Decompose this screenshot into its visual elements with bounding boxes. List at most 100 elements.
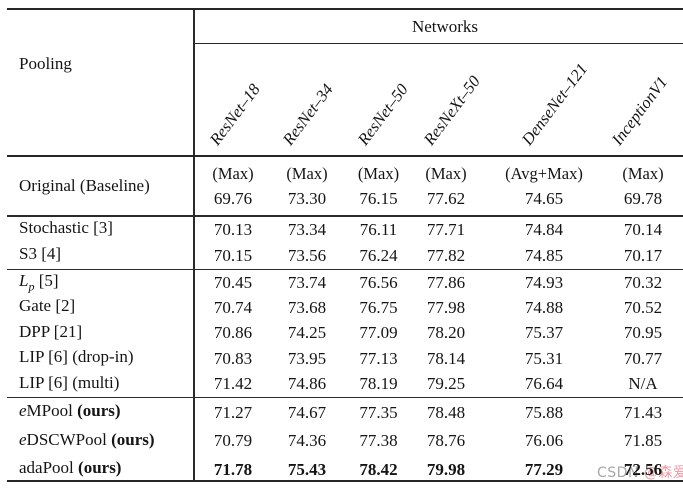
section-rule [7,396,683,399]
cell: 70.86 [213,323,253,343]
cell: 78.19 [359,374,398,394]
cell: (Max) 77.62 [425,163,467,208]
cell: 77.29 [524,459,564,479]
cell: (Max) 69.76 [212,163,254,208]
csdn-watermark: CSDN @森爱。 [597,462,683,482]
table-body: Original (Baseline) (Max) 69.76 (Max) 73.3… [7,155,683,484]
cell: 76.06 [524,431,564,451]
cell: N/A [628,374,658,394]
cell: 73.95 [287,348,327,368]
table-row-baseline: Original (Baseline) (Max) 69.76 (Max) 73.3… [7,157,683,215]
cell: 76.56 [359,272,398,292]
cell: 74.25 [287,323,327,343]
cell: 70.79 [213,431,253,451]
cell: 71.27 [213,402,253,422]
table-row: Stochastic [3] 70.13 73.34 76.11 77.71 7… [7,217,683,243]
row-label: LIP [6] (multi) [19,372,120,392]
column-divider [193,10,195,480]
cell: 77.35 [359,402,398,422]
cell: (Max) 76.15 [357,163,400,208]
cell: 70.32 [623,272,663,292]
cell: 71.85 [623,431,663,451]
cell: 77.98 [426,298,466,318]
cell: 74.67 [287,402,327,422]
cell: 70.77 [623,348,663,368]
cell: 70.95 [623,323,663,343]
cell: 70.17 [623,245,663,265]
cell: 72.56 [623,459,663,479]
cell: 78.14 [426,348,466,368]
cell: 74.86 [287,374,327,394]
cell: 74.93 [524,272,564,292]
column-header-inceptionv1: InceptionV1 [607,72,672,149]
table-row-adapool: adaPool (ours) 71.78 75.43 78.42 79.98 7… [7,456,683,485]
watermark-prefix: CSDN [597,465,644,481]
table-row: eDSCWPool (ours) 70.79 74.36 77.38 78.76… [7,427,683,456]
cell: (Avg+Max) 74.65 [505,163,583,208]
table-row: Lp [5] 70.45 73.74 76.56 77.86 74.93 70.… [7,270,683,295]
row-label: Gate [2] [19,296,76,316]
row-header-pooling: Pooling [19,54,72,73]
table-row: DPP [21] 70.86 74.25 77.09 78.20 75.37 7… [7,321,683,346]
column-header-densenet121: DenseNet–121 [517,59,592,149]
cell: 76.11 [359,219,398,239]
cell: 70.14 [623,219,663,239]
cell: 71.42 [213,374,253,394]
cell: 75.37 [524,323,564,343]
cell: 77.86 [426,272,466,292]
cell: 76.64 [524,374,564,394]
cell: 73.68 [287,298,327,318]
table-row: LIP [6] (drop-in) 70.83 73.95 77.13 78.1… [7,346,683,371]
cell: 75.43 [287,459,327,479]
cell: (Max) 69.78 [622,163,664,208]
row-label: eDSCWPool (ours) [19,429,155,449]
cell: 76.24 [359,245,398,265]
cell: 77.71 [426,219,466,239]
cell: 70.45 [213,272,253,292]
cell: 73.34 [287,219,327,239]
cell: 70.15 [213,245,253,265]
row-label: Stochastic [3] [19,217,113,237]
cell: 77.38 [359,431,398,451]
row-label: DPP [21] [19,321,83,341]
cell: (Max) 73.30 [286,163,328,208]
cell: 79.25 [426,374,466,394]
group-header-networks: Networks [193,10,683,44]
row-label: adaPool (ours) [19,458,122,478]
cell: 78.48 [426,402,466,422]
results-table: Networks Pooling ResNet–18 ResNet–34 Res… [7,8,683,482]
cell: 77.13 [359,348,398,368]
cell: 77.82 [426,245,466,265]
cell: 75.31 [524,348,564,368]
column-header-resnet18: ResNet–18 [205,80,264,149]
table-row: Gate [2] 70.74 73.68 76.75 77.98 74.88 7… [7,295,683,320]
cell: 70.13 [213,219,253,239]
cell: 74.88 [524,298,564,318]
row-label: S3 [4] [19,243,62,263]
cell: 78.20 [426,323,466,343]
cell: 78.76 [426,431,466,451]
row-label: Original (Baseline) [19,176,150,195]
column-header-resnext50: ResNeXt–50 [419,72,484,149]
cell: 78.42 [359,459,398,479]
table-row: eMPool (ours) 71.27 74.67 77.35 78.48 75… [7,398,683,427]
row-label: eMPool (ours) [19,401,121,421]
cell: 76.75 [359,298,398,318]
table-row: LIP [6] (multi) 71.42 74.86 78.19 79.25 … [7,372,683,397]
cell: 70.52 [623,298,663,318]
header-rule [7,155,683,157]
section-rule [7,215,683,217]
cell: 74.85 [524,245,564,265]
cell: 71.43 [623,402,663,422]
cell: 70.83 [213,348,253,368]
cell: 71.78 [213,459,253,479]
cell: 73.56 [287,245,327,265]
cell: 77.09 [359,323,398,343]
cell: 70.74 [213,298,253,318]
cell: 74.36 [287,431,327,451]
cell: 75.88 [524,402,564,422]
row-label: Lp [5] [19,271,59,294]
cell: 79.98 [426,459,466,479]
table-row: S3 [4] 70.15 73.56 76.24 77.82 74.85 70.… [7,243,683,269]
